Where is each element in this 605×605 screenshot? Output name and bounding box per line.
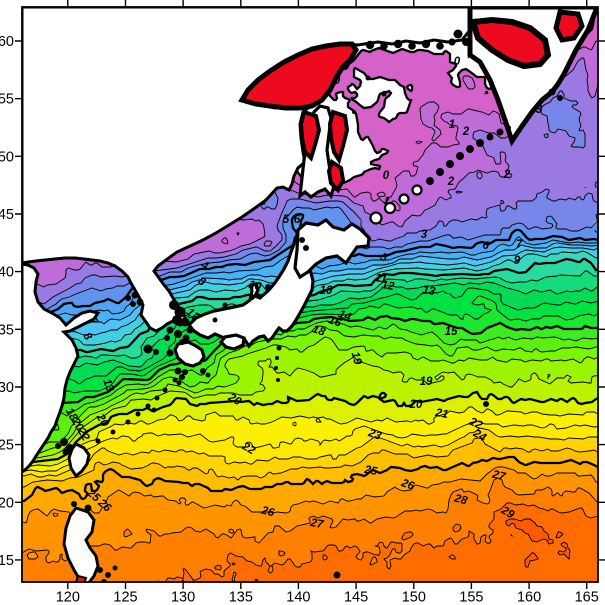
- svg-text:3: 3: [421, 229, 428, 241]
- svg-text:10: 10: [247, 279, 263, 294]
- svg-text:2: 2: [462, 126, 470, 138]
- svg-text:25: 25: [362, 464, 378, 478]
- svg-text:6: 6: [481, 239, 492, 253]
- svg-text:155: 155: [459, 590, 483, 605]
- svg-text:6: 6: [294, 214, 301, 226]
- svg-text:9: 9: [514, 255, 521, 267]
- svg-text:11: 11: [374, 272, 388, 286]
- svg-text:40: 40: [0, 265, 14, 281]
- svg-text:12: 12: [380, 279, 395, 293]
- svg-text:150: 150: [402, 590, 426, 605]
- svg-text:1: 1: [449, 119, 455, 131]
- svg-text:25: 25: [0, 438, 14, 454]
- svg-text:35: 35: [0, 322, 14, 338]
- svg-text:55: 55: [0, 92, 14, 108]
- svg-text:0: 0: [334, 75, 341, 87]
- svg-text:60: 60: [0, 34, 14, 50]
- svg-text:7: 7: [516, 239, 523, 251]
- svg-text:28: 28: [452, 492, 469, 507]
- svg-text:13: 13: [100, 377, 116, 394]
- svg-text:2: 2: [447, 176, 455, 188]
- svg-text:27: 27: [490, 468, 507, 483]
- svg-text:27: 27: [308, 517, 324, 531]
- svg-text:13: 13: [421, 284, 436, 298]
- svg-text:120: 120: [56, 590, 80, 605]
- svg-text:1: 1: [382, 194, 392, 207]
- svg-text:20: 20: [0, 495, 14, 511]
- svg-text:50: 50: [0, 149, 14, 165]
- svg-text:26: 26: [399, 477, 417, 493]
- svg-text:3: 3: [536, 104, 543, 116]
- svg-text:19: 19: [420, 376, 433, 388]
- svg-text:19: 19: [349, 351, 364, 367]
- svg-text:18: 18: [311, 323, 328, 339]
- svg-text:20: 20: [409, 399, 423, 411]
- svg-text:30: 30: [0, 380, 14, 396]
- svg-text:26: 26: [259, 504, 276, 519]
- svg-text:160: 160: [517, 590, 541, 605]
- svg-text:15: 15: [0, 553, 14, 569]
- svg-text:0: 0: [454, 56, 461, 68]
- svg-text:10: 10: [320, 285, 333, 297]
- svg-text:45: 45: [0, 207, 14, 223]
- svg-text:130: 130: [171, 590, 195, 605]
- svg-text:16: 16: [327, 314, 344, 330]
- svg-text:5: 5: [283, 214, 290, 226]
- svg-text:22: 22: [466, 415, 484, 432]
- svg-text:18: 18: [63, 406, 80, 424]
- svg-text:145: 145: [344, 590, 368, 605]
- svg-text:0: 0: [383, 170, 390, 182]
- svg-text:125: 125: [113, 590, 137, 605]
- svg-text:14: 14: [337, 308, 354, 324]
- svg-text:140: 140: [286, 590, 310, 605]
- svg-text:135: 135: [229, 590, 253, 605]
- svg-text:23: 23: [366, 427, 384, 443]
- svg-text:21: 21: [433, 407, 449, 421]
- svg-text:2: 2: [503, 169, 511, 181]
- svg-text:15: 15: [445, 326, 458, 338]
- svg-text:165: 165: [575, 590, 599, 605]
